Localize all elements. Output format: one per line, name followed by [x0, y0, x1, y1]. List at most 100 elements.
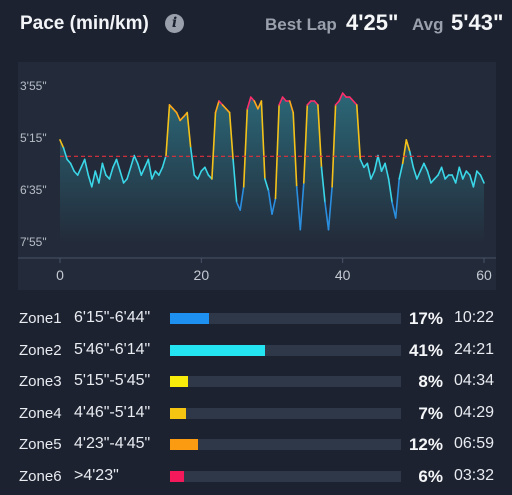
pace-line-segment: [242, 108, 249, 188]
pace-line-segment: [108, 166, 114, 180]
pace-line-segment: [451, 174, 457, 184]
zone-row-2: Zone2 5'46"-6'14" 41% 24:21: [0, 336, 512, 366]
zone-time: 10:22: [453, 309, 494, 326]
pace-line-segment: [398, 162, 404, 180]
pace-line-segment: [320, 166, 326, 204]
pace-line-segment: [338, 92, 344, 102]
avg-value: 5'43": [451, 10, 504, 35]
y-tick-label: 6'35": [20, 183, 47, 197]
info-icon[interactable]: i: [165, 14, 184, 33]
zone-percent: 12%: [408, 435, 443, 454]
pace-line-segment: [377, 154, 383, 172]
pace-line-segment: [408, 150, 415, 169]
zone-range: 5'15"-5'45": [74, 372, 151, 389]
pace-line-segment: [348, 96, 355, 102]
pace-line-segment: [214, 100, 220, 114]
pace-line-segment: [136, 162, 143, 176]
zone-range: 4'23"-4'45": [74, 435, 151, 452]
pace-line-segment: [479, 174, 485, 184]
zone-row-1: Zone1 6'15"-6'44" 17% 10:22: [0, 304, 512, 334]
pace-line-segment: [440, 166, 446, 180]
pace-line-segment: [370, 170, 376, 180]
pace-line-segment: [158, 166, 164, 176]
pace-line-segment: [458, 166, 464, 180]
zone-range: 5'46"-6'14": [74, 341, 151, 358]
pace-line-segment: [122, 178, 128, 184]
zone-bar-track: [170, 313, 401, 324]
pace-line-segment: [401, 139, 408, 165]
pace-line-segment: [380, 162, 386, 172]
x-tick-label: 40: [335, 267, 351, 283]
avg-label: Avg: [412, 15, 444, 34]
zone-row-5: Zone5 4'23"-4'45" 12% 06:59: [0, 430, 512, 460]
pace-line-segment: [426, 170, 432, 184]
x-tick-label: 60: [476, 267, 492, 283]
pace-line-segment: [115, 158, 121, 172]
zone-name: Zone1: [19, 310, 62, 327]
zone-name: Zone5: [19, 436, 62, 453]
pace-line-segment: [179, 115, 185, 122]
pace-line-segment: [430, 178, 436, 184]
zone-bar-track: [170, 408, 401, 419]
pace-line-segment: [189, 147, 196, 176]
pace-line-segment: [83, 158, 90, 176]
pace-line-segment: [334, 100, 340, 106]
zone-bar-fill: [170, 345, 265, 356]
zone-name: Zone4: [19, 405, 62, 422]
zone-bar-fill: [170, 376, 189, 387]
pace-line-segment: [416, 170, 422, 180]
zone-percent: 7%: [418, 404, 443, 423]
pace-line-segment: [274, 104, 280, 200]
pace-line-segment: [423, 162, 429, 172]
zone-percent: 41%: [408, 341, 443, 360]
best-lap-value: 4'25": [346, 10, 399, 35]
pace-line-segment: [161, 154, 167, 169]
zone-bar-fill: [170, 408, 187, 419]
zone-range: 4'46"-5'14": [74, 404, 151, 421]
pace-line-segment: [165, 104, 171, 157]
pace-line-segment: [394, 178, 401, 219]
pace-line-segment: [204, 166, 210, 176]
pace-line-segment: [225, 108, 231, 114]
pace-line-segment: [264, 178, 270, 192]
pace-line-segment: [211, 111, 217, 180]
pace-line-segment: [412, 166, 418, 180]
zone-name: Zone6: [19, 468, 62, 485]
pace-line-segment: [302, 104, 309, 184]
pace-line-segment: [278, 96, 284, 106]
pace-line-segment: [355, 104, 362, 161]
pace-line-segment: [331, 104, 337, 188]
zone-bar-track: [170, 439, 401, 450]
pace-line-segment: [295, 186, 302, 231]
x-tick-label: 20: [194, 267, 210, 283]
pace-line-segment: [476, 170, 482, 176]
best-lap-label: Best Lap: [265, 15, 337, 34]
pace-line-segment: [133, 154, 139, 165]
pace-line-segment: [175, 111, 181, 122]
header: Pace (min/km) i Best Lap 4'25" Avg 5'43": [0, 0, 512, 48]
zone-time: 03:32: [453, 467, 494, 484]
pace-line-segment: [112, 158, 118, 169]
zone-time: 04:29: [453, 404, 494, 421]
zone-range: 6'15"-6'44": [74, 309, 151, 326]
pace-line-segment: [98, 162, 104, 184]
x-tick-label: 0: [56, 267, 64, 283]
pace-line-segment: [73, 170, 79, 176]
pace-line-segment: [221, 104, 227, 110]
pace-line-segment: [69, 162, 75, 172]
pace-line-segment: [271, 197, 277, 215]
zone-range: >4'23": [74, 467, 119, 484]
pace-line-segment: [76, 166, 82, 176]
pace-line-segment: [313, 100, 319, 106]
pace-line-segment: [281, 96, 287, 102]
pace-area: [60, 93, 484, 242]
pace-line-segment: [461, 170, 468, 180]
pace-line-segment: [232, 158, 238, 204]
pace-chart: 3'55" 5'15" 6'35" 7'55" 0 20 40 60: [18, 79, 496, 283]
pace-line-segment: [352, 100, 358, 106]
pace-line-segment: [469, 174, 475, 188]
zone-bar-fill: [170, 439, 198, 450]
pace-line-segment: [172, 108, 178, 114]
pace-line-segment: [437, 166, 443, 176]
pace-line-segment: [200, 166, 206, 172]
